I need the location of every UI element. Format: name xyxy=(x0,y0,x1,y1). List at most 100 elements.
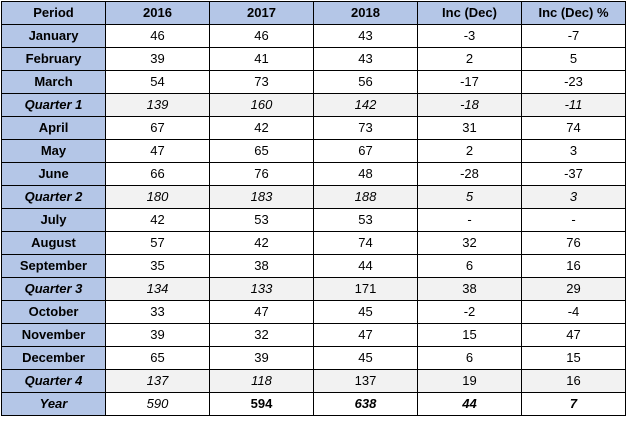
value-cell: 3 xyxy=(521,185,626,209)
period-cell: Quarter 4 xyxy=(1,369,106,393)
value-cell: 39 xyxy=(105,323,210,347)
period-cell: June xyxy=(1,162,106,186)
value-cell: 56 xyxy=(313,70,418,94)
header-inc-dec: Inc (Dec) xyxy=(417,1,522,25)
table-row: February 39 41 43 2 5 xyxy=(1,47,626,71)
value-cell: 65 xyxy=(209,139,314,163)
table-row: November 39 32 47 15 47 xyxy=(1,323,626,347)
value-cell: 42 xyxy=(209,231,314,255)
value-cell: 48 xyxy=(313,162,418,186)
value-cell: 47 xyxy=(521,323,626,347)
header-inc-dec-percent: Inc (Dec) % xyxy=(521,1,626,25)
value-cell: 638 xyxy=(313,392,418,416)
value-cell: 38 xyxy=(417,277,522,301)
table-row: Quarter 4 137 118 137 19 16 xyxy=(1,369,626,393)
value-cell: 57 xyxy=(105,231,210,255)
value-cell: 67 xyxy=(313,139,418,163)
value-cell: 38 xyxy=(209,254,314,278)
value-cell: 139 xyxy=(105,93,210,117)
value-cell: 2 xyxy=(417,139,522,163)
value-cell: -4 xyxy=(521,300,626,324)
value-cell: 42 xyxy=(209,116,314,140)
value-cell: 41 xyxy=(209,47,314,71)
value-cell: 5 xyxy=(417,185,522,209)
table-row: October 33 47 45 -2 -4 xyxy=(1,300,626,324)
table-row: August 57 42 74 32 76 xyxy=(1,231,626,255)
value-cell: 39 xyxy=(209,346,314,370)
table-row: July 42 53 53- - xyxy=(1,208,626,232)
period-cell: July xyxy=(1,208,106,232)
value-cell: -2 xyxy=(417,300,522,324)
header-2018: 2018 xyxy=(313,1,418,25)
value-cell: - xyxy=(417,208,522,232)
period-cell: May xyxy=(1,139,106,163)
value-cell: -3 xyxy=(417,24,522,48)
period-cell: Quarter 3 xyxy=(1,277,106,301)
table-row: May 47 65 67 2 3 xyxy=(1,139,626,163)
table-row: Quarter 1 139 160 142 -18 -11 xyxy=(1,93,626,117)
table-row: April 67 42 73 31 74 xyxy=(1,116,626,140)
value-cell: 137 xyxy=(105,369,210,393)
value-cell: 74 xyxy=(521,116,626,140)
value-cell: 32 xyxy=(417,231,522,255)
value-cell: 67 xyxy=(105,116,210,140)
value-cell: 6 xyxy=(417,254,522,278)
value-cell: 19 xyxy=(417,369,522,393)
value-cell: 137 xyxy=(313,369,418,393)
table-row: Quarter 3 134 133 171 38 29 xyxy=(1,277,626,301)
value-cell: 76 xyxy=(209,162,314,186)
value-cell: 594 xyxy=(209,392,314,416)
value-cell: 47 xyxy=(209,300,314,324)
value-cell: 33 xyxy=(105,300,210,324)
value-cell: 73 xyxy=(313,116,418,140)
value-cell: 183 xyxy=(209,185,314,209)
value-cell: 45 xyxy=(313,300,418,324)
period-cell: April xyxy=(1,116,106,140)
period-cell: January xyxy=(1,24,106,48)
value-cell: 65 xyxy=(105,346,210,370)
value-cell: 15 xyxy=(417,323,522,347)
header-row: Period 2016 2017 2018 Inc (Dec) Inc (Dec… xyxy=(1,1,626,25)
table-row: December 65 39 45 6 15 xyxy=(1,346,626,370)
value-cell: 39 xyxy=(105,47,210,71)
value-cell: 16 xyxy=(521,369,626,393)
value-cell: 188 xyxy=(313,185,418,209)
value-cell: - xyxy=(521,208,626,232)
value-cell: 44 xyxy=(417,392,522,416)
value-cell: 6 xyxy=(417,346,522,370)
period-cell: February xyxy=(1,47,106,71)
value-cell: 45 xyxy=(313,346,418,370)
value-cell: 16 xyxy=(521,254,626,278)
table-row: June 66 76 48 -28 -37 xyxy=(1,162,626,186)
value-cell: 29 xyxy=(521,277,626,301)
period-cell: Year xyxy=(1,392,106,416)
value-cell: -37 xyxy=(521,162,626,186)
period-cell: Quarter 1 xyxy=(1,93,106,117)
value-cell: 74 xyxy=(313,231,418,255)
value-cell: 43 xyxy=(313,24,418,48)
value-cell: 47 xyxy=(105,139,210,163)
value-cell: -7 xyxy=(521,24,626,48)
value-cell: 76 xyxy=(521,231,626,255)
value-cell: 32 xyxy=(209,323,314,347)
period-cell: September xyxy=(1,254,106,278)
value-cell: 3 xyxy=(521,139,626,163)
table-row: March 54 73 56 -17 -23 xyxy=(1,70,626,94)
header-period: Period xyxy=(1,1,106,25)
period-cell: October xyxy=(1,300,106,324)
value-cell: -11 xyxy=(521,93,626,117)
period-cell: December xyxy=(1,346,106,370)
value-cell: 134 xyxy=(105,277,210,301)
value-cell: 53 xyxy=(209,208,314,232)
table-row: Year 590 594 638 44 7 xyxy=(1,392,626,416)
value-cell: -28 xyxy=(417,162,522,186)
table-row: September 35 38 44 6 16 xyxy=(1,254,626,278)
value-cell: 66 xyxy=(105,162,210,186)
value-cell: -23 xyxy=(521,70,626,94)
value-cell: 5 xyxy=(521,47,626,71)
value-cell: 180 xyxy=(105,185,210,209)
value-cell: 53 xyxy=(313,208,418,232)
header-2017: 2017 xyxy=(209,1,314,25)
value-cell: 46 xyxy=(105,24,210,48)
value-cell: 15 xyxy=(521,346,626,370)
